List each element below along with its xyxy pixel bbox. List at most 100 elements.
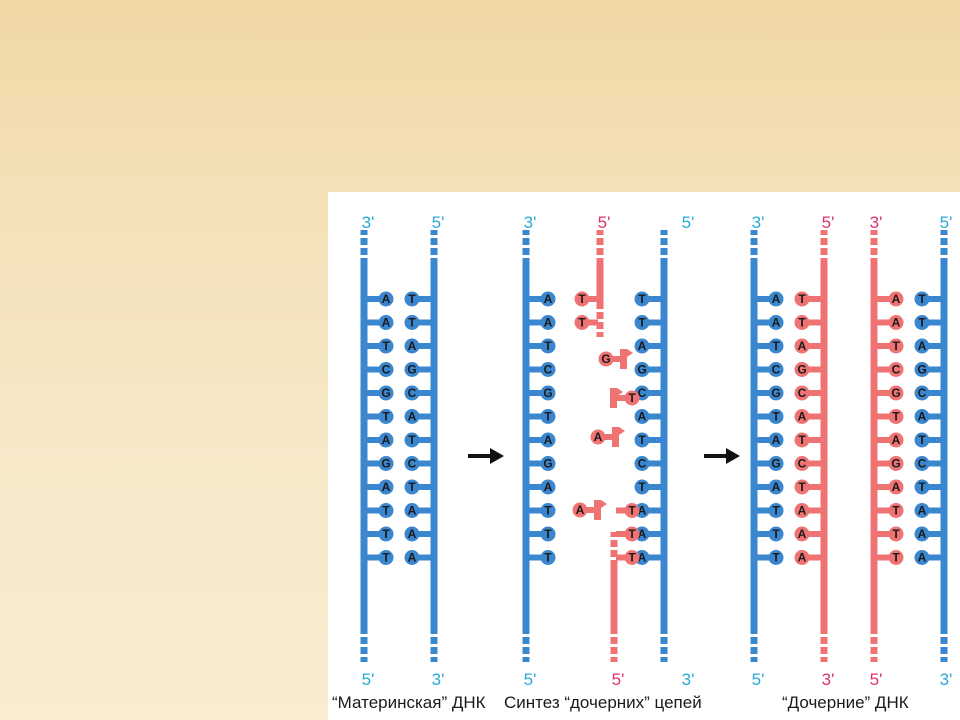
daughter2-right-base: G xyxy=(914,362,942,377)
template-left-base: A xyxy=(528,291,556,307)
daughter2-right-base: T xyxy=(914,315,942,330)
nucleotide-letter: T xyxy=(798,316,806,330)
parent-left-base: C xyxy=(366,362,394,377)
nucleotide-letter: A xyxy=(408,551,417,565)
nucleotide-letter: A xyxy=(594,430,603,444)
daughter2-left-base: T xyxy=(876,503,904,518)
nucleotide-letter: A xyxy=(918,339,927,353)
nucleotide-letter: G xyxy=(601,352,610,366)
nucleotide-letter: C xyxy=(408,386,417,400)
daughter1-new-strand xyxy=(819,230,829,662)
daughter2-right-base: A xyxy=(914,526,942,542)
nucleotide-letter: T xyxy=(408,292,416,306)
nucleotide-letter: T xyxy=(578,292,586,306)
parent-right-base: A xyxy=(404,338,432,354)
nucleotide-letter: A xyxy=(638,527,647,541)
nucleotide-letter: A xyxy=(892,316,901,330)
nucleotide-letter: T xyxy=(772,339,780,353)
nucleotide-letter: T xyxy=(408,480,416,494)
template-left-base: T xyxy=(528,338,556,354)
parent-left-base: A xyxy=(366,315,394,330)
new-daughter-strand-bottom xyxy=(609,532,619,662)
nucleotide-letter: G xyxy=(381,386,390,400)
template-right-strand xyxy=(659,230,669,662)
nucleotide-letter: A xyxy=(918,527,927,541)
daughter1-right-base: A xyxy=(794,526,822,542)
nucleotide-letter: C xyxy=(638,457,647,471)
daughter2-left-base: A xyxy=(876,479,904,495)
parent-left-base: G xyxy=(366,385,394,401)
nucleotide-letter: A xyxy=(382,292,391,306)
template-left-base: A xyxy=(528,479,556,495)
daughter2-right-base: T xyxy=(914,432,942,448)
template-left-strand xyxy=(521,230,531,662)
parent-left-strand xyxy=(359,230,369,662)
free-nucleotide: A xyxy=(572,500,607,520)
label-3prime: 3' xyxy=(432,670,445,689)
label-3prime: 3' xyxy=(682,670,695,689)
parent-right-base: C xyxy=(404,456,432,471)
nucleotide-letter: T xyxy=(892,504,900,518)
caption-synthesis: Синтез “дочерних” цепей xyxy=(504,693,702,712)
template-right-base: A xyxy=(634,409,662,424)
new-daughter-base: T xyxy=(574,315,598,330)
template-left-base: G xyxy=(528,385,556,401)
label-3prime: 3' xyxy=(870,213,883,232)
daughter2-right-base: A xyxy=(914,409,942,424)
nucleotide-letter: T xyxy=(918,433,926,447)
nucleotide-letter: G xyxy=(771,457,780,471)
template-right-base: T xyxy=(634,479,662,495)
nucleotide-letter: A xyxy=(918,410,927,424)
template-left-base: T xyxy=(528,409,556,424)
daughter2-right-base: C xyxy=(914,456,942,471)
daughter2-left-base: T xyxy=(876,526,904,542)
label-5prime: 5' xyxy=(432,213,445,232)
nucleotide-letter: A xyxy=(798,339,807,353)
daughter1-left-base: A xyxy=(756,432,784,448)
parent-left-base: T xyxy=(366,338,394,354)
daughter2-right-base: A xyxy=(914,503,942,518)
daughter1-left-base: A xyxy=(756,291,784,307)
nucleotide-letter: T xyxy=(772,527,780,541)
nucleotide-letter: T xyxy=(918,480,926,494)
new-daughter-base: T xyxy=(616,526,640,542)
nucleotide-letter: A xyxy=(772,292,781,306)
nucleotide-letter: T xyxy=(918,292,926,306)
nucleotide-letter: T xyxy=(638,480,646,494)
daughter2-right-base: C xyxy=(914,385,942,401)
daughter2-left-base: T xyxy=(876,550,904,565)
nucleotide-letter: A xyxy=(544,480,553,494)
nucleotide-letter: G xyxy=(797,363,806,377)
daughter1-left-base: T xyxy=(756,503,784,518)
parent-left-base: G xyxy=(366,456,394,471)
daughter1-right-base: A xyxy=(794,503,822,518)
daughter2-right-base: A xyxy=(914,338,942,354)
nucleotide-letter: G xyxy=(917,363,926,377)
nucleotide-letter: G xyxy=(637,363,646,377)
nucleotide-letter: A xyxy=(382,316,391,330)
daughter1-right-base: G xyxy=(794,362,822,377)
daughter1-right-base: T xyxy=(794,291,822,307)
nucleotide-letter: T xyxy=(382,504,390,518)
caption-daughter-dna: “Дочерние” ДНК xyxy=(782,693,909,712)
template-left-base: A xyxy=(528,432,556,448)
daughter2-left-base: C xyxy=(876,362,904,377)
nucleotide-letter: C xyxy=(638,386,647,400)
new-daughter-strand-top xyxy=(595,230,605,337)
daughter1-left-base: A xyxy=(756,479,784,495)
label-5prime: 5' xyxy=(822,213,835,232)
nucleotide-letter: T xyxy=(578,316,586,330)
nucleotide-letter: T xyxy=(544,339,552,353)
daughter2-right-base: T xyxy=(914,291,942,307)
nucleotide-letter: C xyxy=(408,457,417,471)
parent-right-base: T xyxy=(404,479,432,495)
parent-left-base: A xyxy=(366,291,394,307)
parent-right-base: A xyxy=(404,503,432,518)
arrow-2 xyxy=(704,448,740,464)
daughter1-left-base: G xyxy=(756,385,784,401)
nucleotide-letter: T xyxy=(544,527,552,541)
template-left-base: G xyxy=(528,456,556,471)
template-left-base: C xyxy=(528,362,556,377)
nucleotide-letter: T xyxy=(628,551,636,565)
daughter1-left-base: C xyxy=(756,362,784,377)
